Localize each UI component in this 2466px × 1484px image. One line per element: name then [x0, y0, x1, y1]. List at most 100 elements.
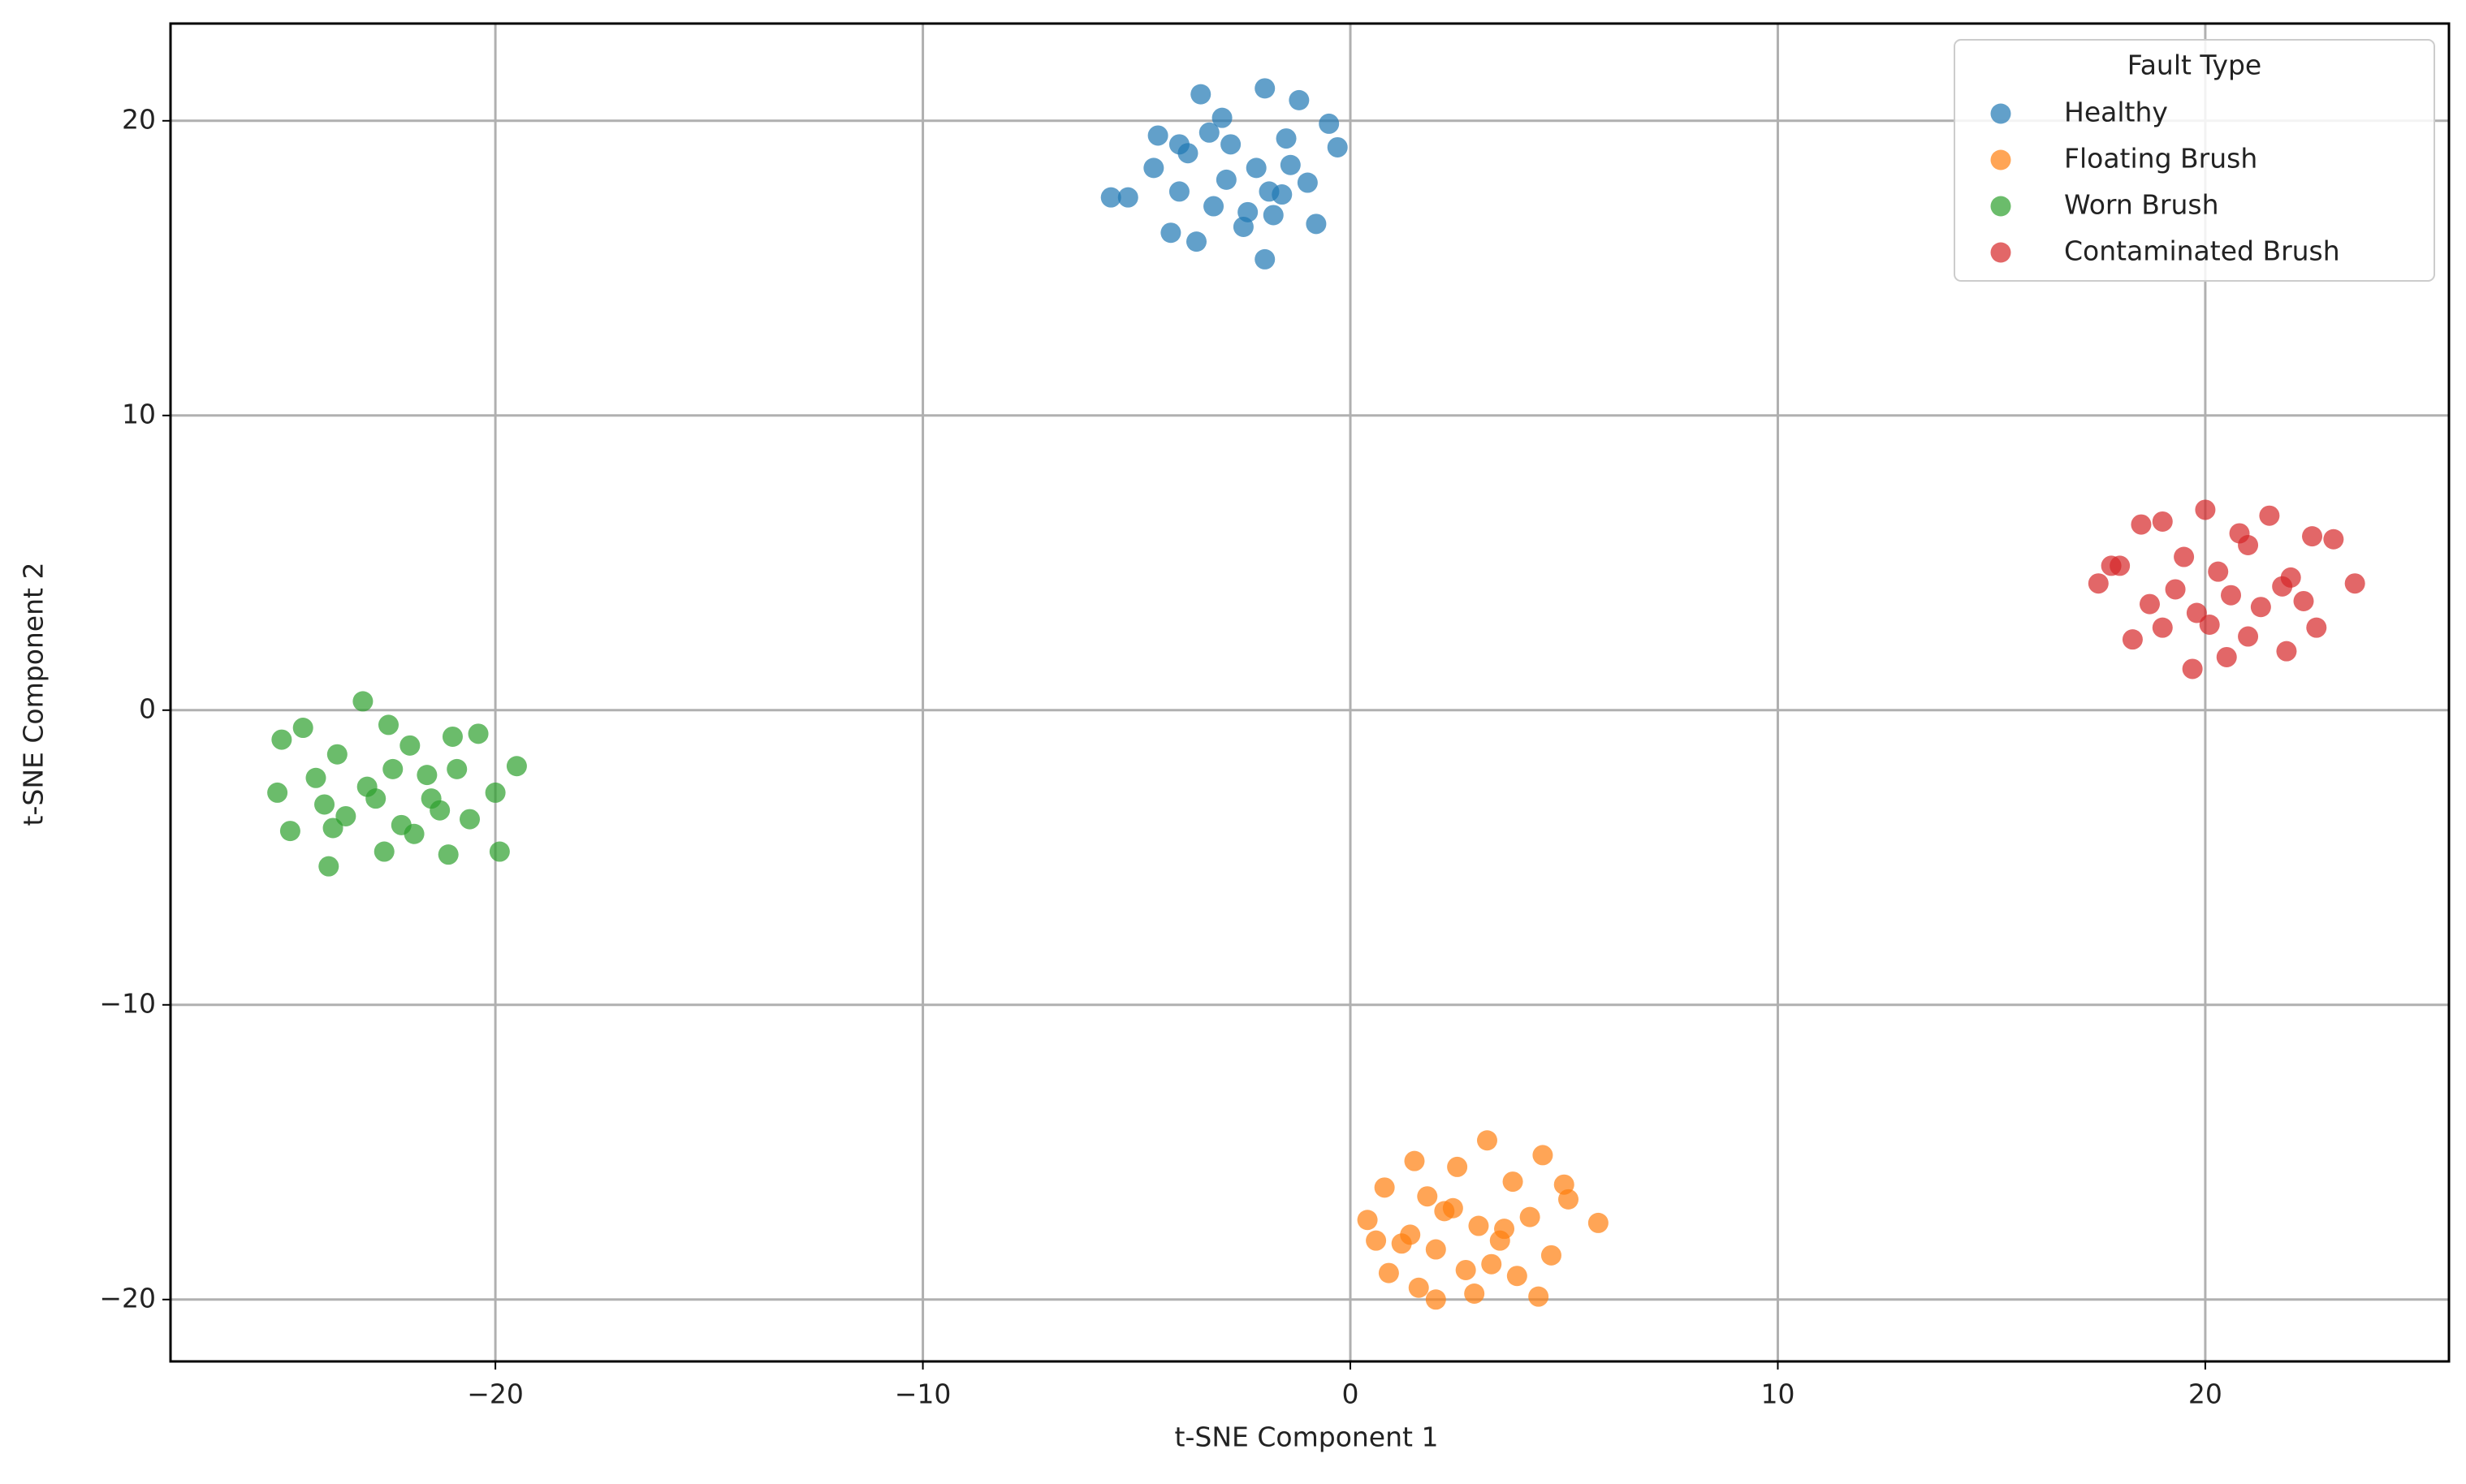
point	[460, 809, 481, 830]
point	[1100, 187, 1121, 208]
point	[404, 823, 425, 844]
point	[1357, 1210, 1378, 1231]
point	[1306, 214, 1327, 235]
point	[1117, 187, 1138, 208]
point	[2344, 573, 2365, 594]
point	[1255, 78, 1276, 99]
y-tick-label: 20	[122, 103, 156, 135]
x-tick-label: −10	[895, 1378, 952, 1410]
point	[2216, 646, 2237, 667]
point	[2250, 597, 2271, 618]
series	[1357, 1130, 1609, 1310]
point	[399, 735, 421, 756]
point	[468, 723, 489, 744]
point	[2088, 573, 2109, 594]
y-tick-label: −20	[99, 1282, 156, 1314]
y-tick-label: 0	[139, 692, 156, 724]
point	[1425, 1289, 1446, 1310]
point	[1532, 1145, 1553, 1166]
point	[305, 767, 326, 788]
point	[314, 794, 335, 815]
point	[1447, 1156, 1468, 1177]
point	[2195, 499, 2216, 520]
point	[447, 758, 468, 779]
point	[2293, 590, 2314, 611]
point	[1417, 1186, 1438, 1207]
point	[1400, 1224, 1421, 1245]
point	[352, 691, 374, 712]
y-tick-label: 10	[122, 398, 156, 429]
point	[2101, 555, 2122, 576]
point	[1143, 157, 1164, 179]
point	[489, 841, 510, 862]
point	[1476, 1130, 1497, 1151]
point	[1220, 134, 1242, 155]
legend-label: Contaminated Brush	[2064, 235, 2340, 267]
point	[2302, 526, 2323, 547]
point	[1540, 1245, 1561, 1266]
point	[1366, 1230, 1387, 1251]
point	[1160, 222, 1181, 244]
point	[1289, 89, 1310, 110]
point	[2276, 641, 2297, 662]
x-tick-label: 10	[1760, 1378, 1794, 1410]
point	[1319, 113, 1340, 134]
point	[1276, 128, 1297, 149]
legend-marker	[1990, 103, 2011, 124]
point	[2221, 585, 2242, 606]
y-axis-label: t-SNE Component 2	[18, 563, 50, 826]
point	[1185, 231, 1207, 252]
point	[2208, 561, 2229, 582]
point	[1263, 205, 1284, 226]
point	[1203, 196, 1224, 217]
point	[1374, 1177, 1395, 1198]
point	[2306, 617, 2327, 638]
point	[2152, 617, 2173, 638]
point	[2174, 546, 2195, 567]
point	[2122, 629, 2143, 650]
legend-box	[1954, 39, 2435, 282]
point	[1168, 134, 1190, 155]
point	[1246, 157, 1267, 179]
plot-frame	[169, 22, 2451, 1363]
point	[2182, 658, 2203, 679]
point	[2238, 535, 2259, 556]
point	[1481, 1253, 1502, 1275]
point	[2131, 514, 2152, 535]
point	[1404, 1150, 1425, 1171]
point	[374, 841, 395, 862]
point	[1425, 1239, 1446, 1260]
series	[267, 691, 527, 877]
point	[2152, 511, 2173, 532]
point	[2272, 576, 2293, 597]
point	[2139, 593, 2160, 615]
point	[1455, 1259, 1476, 1280]
point	[1408, 1277, 1429, 1298]
legend-label: Worn Brush	[2064, 189, 2219, 221]
point	[271, 729, 292, 750]
point	[1327, 136, 1348, 157]
y-tick-label: −10	[99, 987, 156, 1019]
x-tick-label: 0	[1342, 1378, 1359, 1410]
point	[1280, 154, 1301, 175]
legend-marker	[1990, 149, 2011, 170]
point	[442, 726, 463, 747]
point	[322, 817, 343, 839]
point	[279, 821, 300, 842]
point	[1528, 1286, 1549, 1307]
point	[1168, 181, 1190, 202]
x-tick-label: −20	[467, 1378, 524, 1410]
legend-marker	[1990, 196, 2011, 217]
point	[1259, 181, 1280, 202]
legend-label: Floating Brush	[2064, 143, 2257, 175]
series	[2088, 499, 2365, 679]
point	[1378, 1262, 1399, 1283]
legend-marker	[1990, 242, 2011, 263]
point	[267, 782, 288, 803]
point	[421, 788, 442, 809]
point	[1506, 1266, 1527, 1287]
point	[485, 782, 506, 803]
point	[382, 758, 404, 779]
point	[438, 844, 459, 865]
point	[1442, 1197, 1463, 1219]
